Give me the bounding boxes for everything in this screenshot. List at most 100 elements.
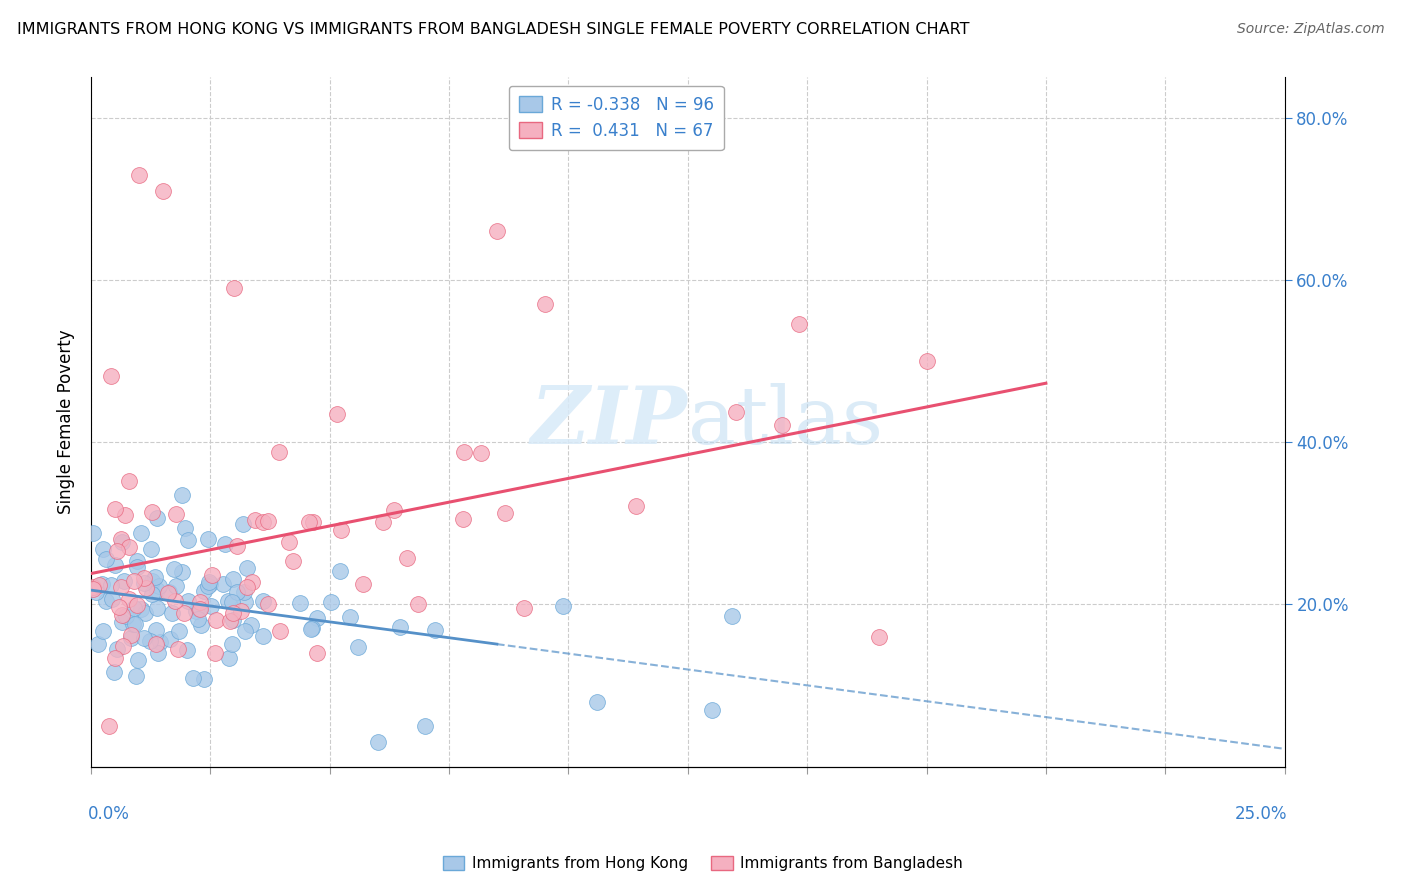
Point [170,565,193,579]
Text: atlas: atlas [688,383,883,461]
Point [586,694,609,708]
Point [188,601,211,615]
Point [122,574,145,588]
Point [352,577,374,591]
Point [269,624,291,639]
Point [91,624,114,639]
Point [134,606,156,620]
Point [225,584,247,599]
Y-axis label: Single Female Poverty: Single Female Poverty [58,330,75,515]
Point [128,168,150,182]
Point [125,669,148,683]
Point [453,445,475,459]
Point [219,614,242,628]
Point [222,572,245,586]
Point [165,594,187,608]
Point [170,488,193,502]
Point [222,606,245,620]
Point [135,581,157,595]
Point [787,317,810,331]
Point [551,599,574,613]
Point [252,515,274,529]
Point [163,562,186,576]
Point [770,417,793,432]
Point [229,604,252,618]
Point [111,535,134,549]
Text: 25.0%: 25.0% [1234,805,1288,823]
Point [267,445,290,459]
Point [100,578,122,592]
Point [470,446,492,460]
Point [117,474,139,488]
Point [118,592,141,607]
Text: 0.0%: 0.0% [89,805,131,823]
Point [187,601,209,615]
Point [205,613,228,627]
Point [321,594,343,608]
Point [87,638,110,652]
Point [214,537,236,551]
Point [232,517,254,532]
Point [240,575,263,590]
Point [252,594,274,608]
Point [224,281,246,295]
Point [915,354,938,368]
Point [118,541,141,555]
Point [148,579,170,593]
Point [198,577,221,591]
Point [307,610,329,624]
Point [173,606,195,620]
Point [225,540,247,554]
Point [301,515,323,529]
Point [165,507,187,521]
Point [111,640,134,654]
Point [114,508,136,522]
Point [177,593,200,607]
Point [329,564,352,578]
Point [107,600,129,615]
Point [143,569,166,583]
Point [217,594,239,608]
Point [212,576,235,591]
Point [367,735,389,749]
Point [125,554,148,568]
Point [124,601,146,615]
Point [124,617,146,632]
Point [132,631,155,645]
Point [104,651,127,665]
Point [222,613,245,627]
Point [221,637,243,651]
Point [101,591,124,606]
Point [125,599,148,613]
Point [131,601,153,615]
Point [485,225,508,239]
Point [114,608,136,623]
Point [105,544,128,558]
Point [94,594,117,608]
Point [167,642,190,657]
Point [868,630,890,644]
Point [148,646,170,660]
Point [347,640,370,654]
Point [125,560,148,574]
Point [134,571,156,585]
Point [240,618,263,632]
Point [110,580,132,594]
Point [141,586,163,600]
Point [86,585,108,599]
Point [373,515,395,529]
Point [176,643,198,657]
Point [90,577,112,591]
Point [198,574,221,589]
Point [82,580,104,594]
Point [624,500,647,514]
Point [197,532,219,546]
Point [157,584,180,599]
Point [288,597,311,611]
Point [176,533,198,547]
Point [305,646,328,660]
Legend: Immigrants from Hong Kong, Immigrants from Bangladesh: Immigrants from Hong Kong, Immigrants fr… [437,849,969,877]
Point [159,632,181,647]
Point [283,554,305,568]
Point [235,580,257,594]
